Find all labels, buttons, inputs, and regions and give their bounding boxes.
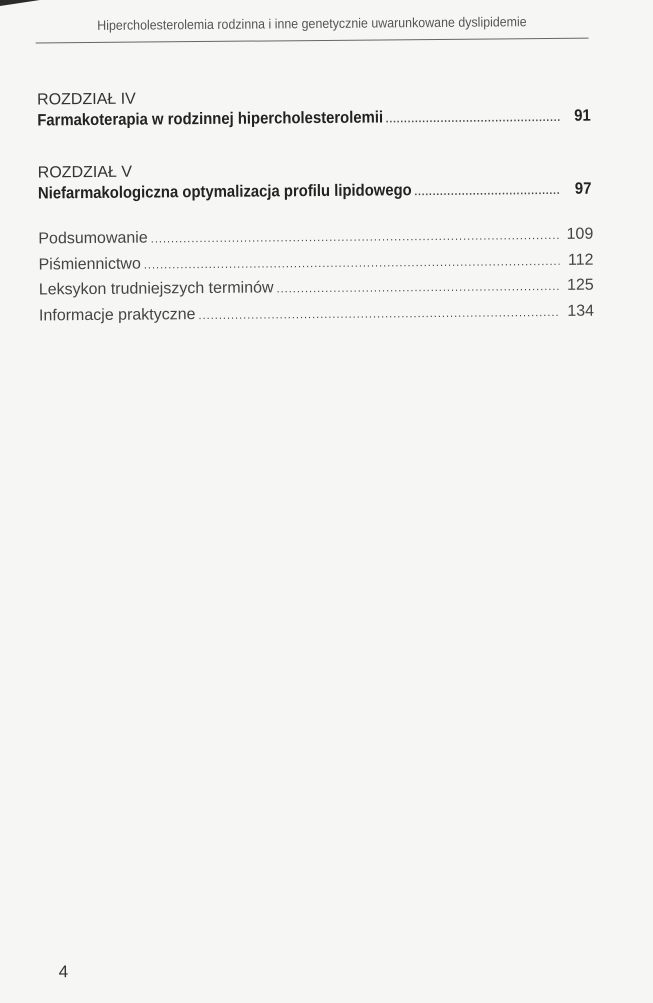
scan-corner-shadow [0, 0, 40, 6]
entry-title: Niefarmakologiczna optymalizacja profilu… [37, 181, 412, 203]
toc-entry[interactable]: Podsumowanie ...........................… [38, 226, 593, 250]
page-number: 4 [58, 962, 69, 982]
toc-entry[interactable]: Piśmiennictwo ..........................… [38, 252, 593, 276]
entry-page: 97 [574, 179, 592, 198]
chapter-label: ROZDZIAŁ V [37, 163, 133, 182]
leader-dots: ........................................… [276, 277, 560, 296]
leader-dots: ........................................… [198, 303, 561, 323]
chapter-label: ROZDZIAŁ IV [37, 90, 136, 109]
entry-page: 112 [567, 251, 594, 269]
leader-dots: ........................................… [150, 226, 560, 246]
leader-dots: ........................................… [385, 108, 561, 126]
entry-title: Leksykon trudniejszych terminów [38, 279, 274, 299]
running-head: Hipercholesterolemia rodzinna i inne gen… [97, 14, 527, 33]
entry-page: 125 [566, 276, 594, 294]
entry-page: 91 [574, 106, 591, 125]
toc-chapter-entry[interactable]: Niefarmakologiczna optymalizacja profilu… [38, 180, 592, 205]
entry-page: 109 [566, 225, 594, 243]
toc-chapter-entry[interactable]: Farmakoterapia w rodzinnej hipercholeste… [37, 107, 591, 132]
entry-page: 134 [567, 302, 595, 320]
toc-entry[interactable]: Leksykon trudniejszych terminów ........… [39, 277, 594, 301]
entry-title: Podsumowanie [38, 229, 148, 248]
header-rule [35, 37, 589, 44]
toc-entry[interactable]: Informacje praktyczne ..................… [39, 303, 594, 327]
entry-title: Farmakoterapia w rodzinnej hipercholeste… [37, 108, 384, 130]
leader-dots: ........................................… [143, 252, 560, 272]
entry-title: Piśmiennictwo [38, 255, 141, 274]
entry-title: Informacje praktyczne [38, 306, 196, 325]
leader-dots: ........................................… [414, 181, 561, 199]
